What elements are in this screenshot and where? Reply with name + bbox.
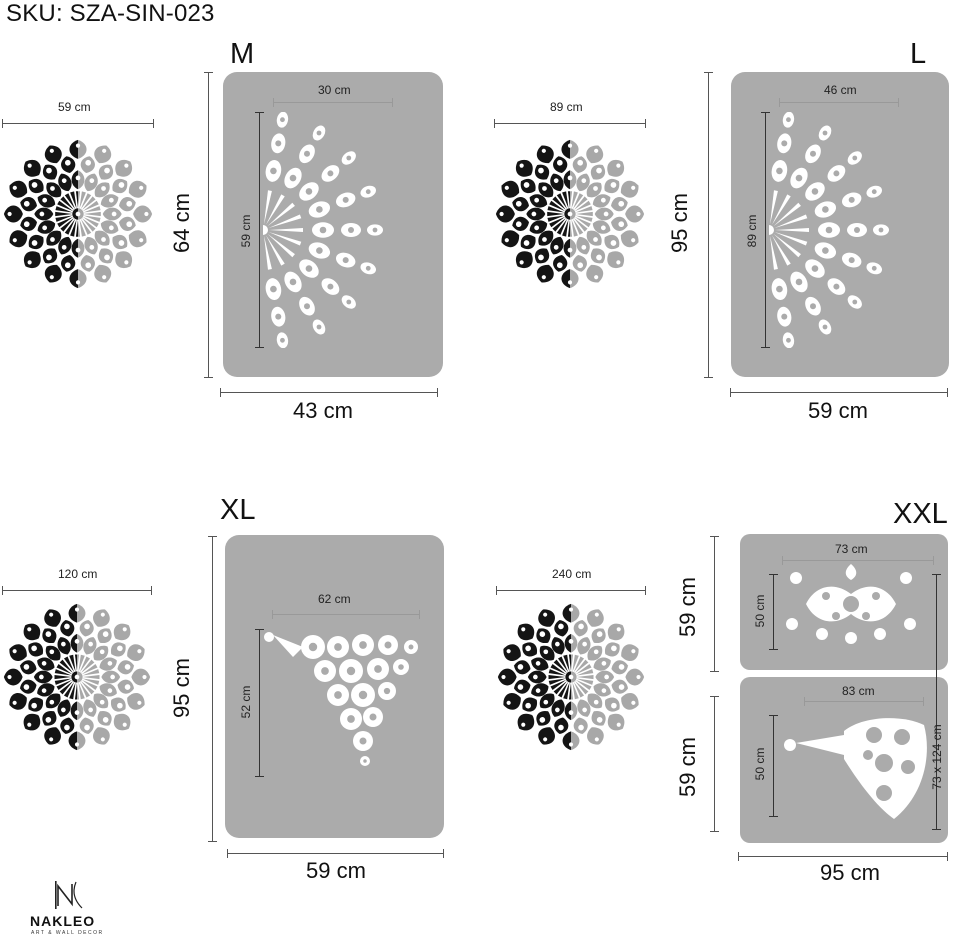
size-xxl-top-inner-width-line: [782, 556, 934, 565]
torch-stencil-icon: [784, 718, 927, 819]
size-xl-outer-width-line: [2, 586, 152, 595]
size-xl-stencil-panel: 62 cm 52 cm: [225, 535, 444, 838]
size-l-inner-height: 89 cm: [745, 214, 759, 248]
size-xl-mandala: [2, 602, 152, 752]
size-m-outer-width-line: [2, 119, 154, 128]
mandala-icon: [3, 603, 151, 751]
nakleo-logo-icon: [55, 881, 83, 909]
size-xl-inner-width: 62 cm: [318, 592, 351, 606]
size-m-panel-width: 43 cm: [293, 398, 353, 423]
size-xxl-top-inner-width: 73 cm: [835, 542, 868, 556]
size-l-inner-width: 46 cm: [824, 83, 857, 97]
size-xxl-bottom-inner-width-line: [804, 697, 924, 706]
half-mandala-stencil-icon: [769, 112, 889, 348]
size-xl-panel-height-line: [208, 536, 217, 842]
size-xl-panel-height: 95 cm: [169, 658, 194, 718]
size-l-label: L: [910, 38, 927, 70]
size-xxl-outer-width-line: [496, 586, 646, 595]
size-xxl-bottom-height-line: [710, 696, 719, 832]
size-xxl-outer-width: 240 cm: [552, 567, 592, 581]
size-l-panel-width-line: [730, 388, 948, 397]
sku-title: SKU: SZA-SIN-023: [6, 0, 215, 27]
mandala-icon: [495, 139, 645, 289]
size-xxl-total-line: [932, 574, 941, 830]
size-m-inner-width-line: [273, 98, 393, 107]
size-m-inner-width: 30 cm: [318, 83, 351, 97]
half-mandala-stencil-icon: [263, 112, 383, 348]
size-xl-inner-width-line: [272, 610, 420, 619]
logo-name: NAKLEO: [30, 913, 96, 929]
size-l-block: L 89 cm 95 cm 46 cm 89 cm 59 cm: [490, 38, 960, 428]
size-xl-block: XL 120 cm 95 cm 62 cm 52 cm 59 cm: [0, 490, 460, 890]
size-xl-inner-height-line: [255, 629, 264, 777]
mandala-icon: [497, 603, 645, 751]
size-m-panel-height: 64 cm: [169, 193, 194, 253]
size-xxl-bottom-inner-height-line: [769, 715, 778, 817]
size-m-inner-height-line: [255, 112, 264, 348]
size-xxl-top-inner-height: 50 cm: [753, 594, 767, 628]
size-xxl-bottom-inner-width: 83 cm: [842, 684, 875, 698]
brand-logo: NAKLEO ART & WALL DECOR: [30, 876, 114, 938]
size-xxl-top-height: 59 cm: [675, 577, 700, 637]
size-xxl-top-panel: 73 cm 50 cm: [740, 534, 948, 670]
size-m-outer-width: 59 cm: [58, 100, 91, 114]
size-xl-outer-width: 120 cm: [58, 567, 98, 581]
size-xxl-bottom-height: 59 cm: [675, 737, 700, 797]
size-l-outer-width: 89 cm: [550, 100, 583, 114]
size-l-stencil-panel: 46 cm 89 cm: [731, 72, 949, 377]
size-m-block: M 59 cm 64 cm 30 cm 59 cm 43 cm: [0, 38, 460, 428]
size-xxl-bottom-inner-height: 50 cm: [753, 747, 767, 781]
size-l-mandala: [494, 138, 646, 290]
size-m-label: M: [230, 38, 255, 70]
size-xxl-block: XXL 240 cm 59 cm 73 cm 50 cm 59 cm 83 cm…: [490, 490, 960, 890]
size-m-panel-height-line: [204, 72, 213, 378]
mandala-icon: [3, 139, 153, 289]
size-l-inner-height-line: [761, 112, 770, 348]
size-m-inner-height: 59 cm: [239, 214, 253, 248]
size-m-mandala: [2, 138, 154, 290]
size-xxl-top-height-line: [710, 536, 719, 672]
size-xxl-top-inner-height-line: [769, 574, 778, 650]
size-l-panel-height: 95 cm: [667, 193, 692, 253]
size-l-inner-width-line: [779, 98, 899, 107]
size-xl-label: XL: [220, 494, 256, 526]
size-xl-panel-width-line: [227, 849, 444, 858]
size-l-outer-width-line: [494, 119, 646, 128]
size-xxl-mandala: [496, 602, 646, 752]
crown-stencil-icon: [786, 564, 916, 644]
size-xxl-total: 73 x 124 cm: [930, 724, 944, 790]
size-l-panel-height-line: [704, 72, 713, 378]
size-l-panel-width: 59 cm: [808, 398, 868, 423]
size-xxl-panel-width: 95 cm: [820, 860, 880, 885]
size-m-panel-width-line: [220, 388, 438, 397]
size-xxl-bottom-panel: 83 cm 50 cm: [740, 677, 948, 843]
logo-tagline: ART & WALL DECOR: [31, 930, 104, 936]
triangle-stencil-icon: [264, 632, 418, 766]
size-xl-inner-height: 52 cm: [239, 685, 253, 719]
size-xl-panel-width: 59 cm: [306, 858, 366, 883]
size-m-stencil-panel: 30 cm 59 cm: [223, 72, 443, 377]
size-xxl-label: XXL: [893, 498, 948, 530]
size-xxl-panel-width-line: [738, 852, 948, 861]
